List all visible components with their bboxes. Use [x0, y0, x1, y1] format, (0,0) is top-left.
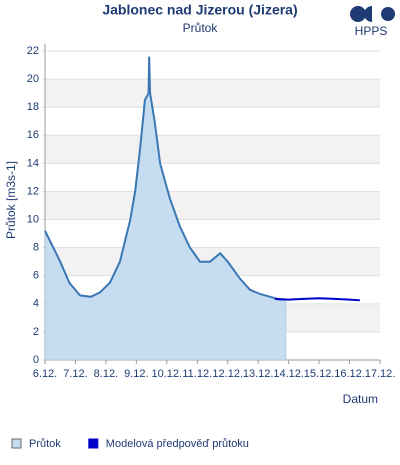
x-tick-label: 12.12.	[212, 368, 243, 380]
y-tick-label: 10	[27, 213, 39, 225]
y-tick-label: 4	[33, 298, 39, 310]
x-tick-label: 8.12.	[94, 368, 118, 380]
x-tick-label: 14.12.	[273, 368, 304, 380]
x-tick-label: 17.12.	[365, 368, 396, 380]
legend-label: Modelová předpověď průtoku	[106, 438, 249, 450]
y-tick-label: 8	[33, 242, 39, 254]
y-tick-label: 14	[27, 157, 39, 169]
y-tick-label: 2	[33, 326, 39, 338]
legend-swatch	[11, 438, 22, 449]
y-tick-label: 18	[27, 101, 39, 113]
x-tick-label: 13.12.	[243, 368, 274, 380]
y-tick-label: 22	[27, 45, 39, 57]
plot-area: 0 2 4 6 8 10 12 14 16 18 20 22 6.12. 7.12. 8.12. 9.12. 1…	[27, 44, 396, 380]
chart-subtitle: Průtok	[183, 21, 219, 35]
y-tick-label: 0	[33, 354, 39, 366]
x-tick-label: 6.12.	[33, 368, 57, 380]
x-tick-label: 10.12.	[152, 368, 183, 380]
line	[274, 297, 360, 302]
x-tick-label: 16.12.	[334, 368, 365, 380]
x-axis-label: Datum	[343, 392, 378, 406]
grid-band	[45, 191, 380, 220]
grid-band	[45, 135, 380, 164]
legend-swatch	[88, 438, 99, 449]
y-axis-label: Průtok [m3s-1]	[4, 161, 18, 239]
y-tick-label: 6	[33, 270, 39, 282]
logo-text: HPPS	[355, 24, 388, 38]
logo: HPPS	[350, 6, 395, 38]
chart-title: Jablonec nad Jizerou (Jizera)	[102, 2, 297, 18]
x-tick-label: 15.12.	[304, 368, 335, 380]
legend: Průtok Modelová předpověď průtoku	[11, 438, 249, 450]
x-tick-label: 7.12.	[63, 368, 87, 380]
x-tick-label: 9.12.	[124, 368, 148, 380]
x-tick-label: 11.12.	[182, 368, 212, 380]
grid-band	[45, 79, 380, 108]
y-tick-label: 20	[27, 73, 39, 85]
y-tick-label: 16	[27, 129, 39, 141]
line	[44, 56, 286, 301]
y-tick-label: 12	[27, 185, 39, 197]
legend-label: Průtok	[29, 438, 61, 450]
